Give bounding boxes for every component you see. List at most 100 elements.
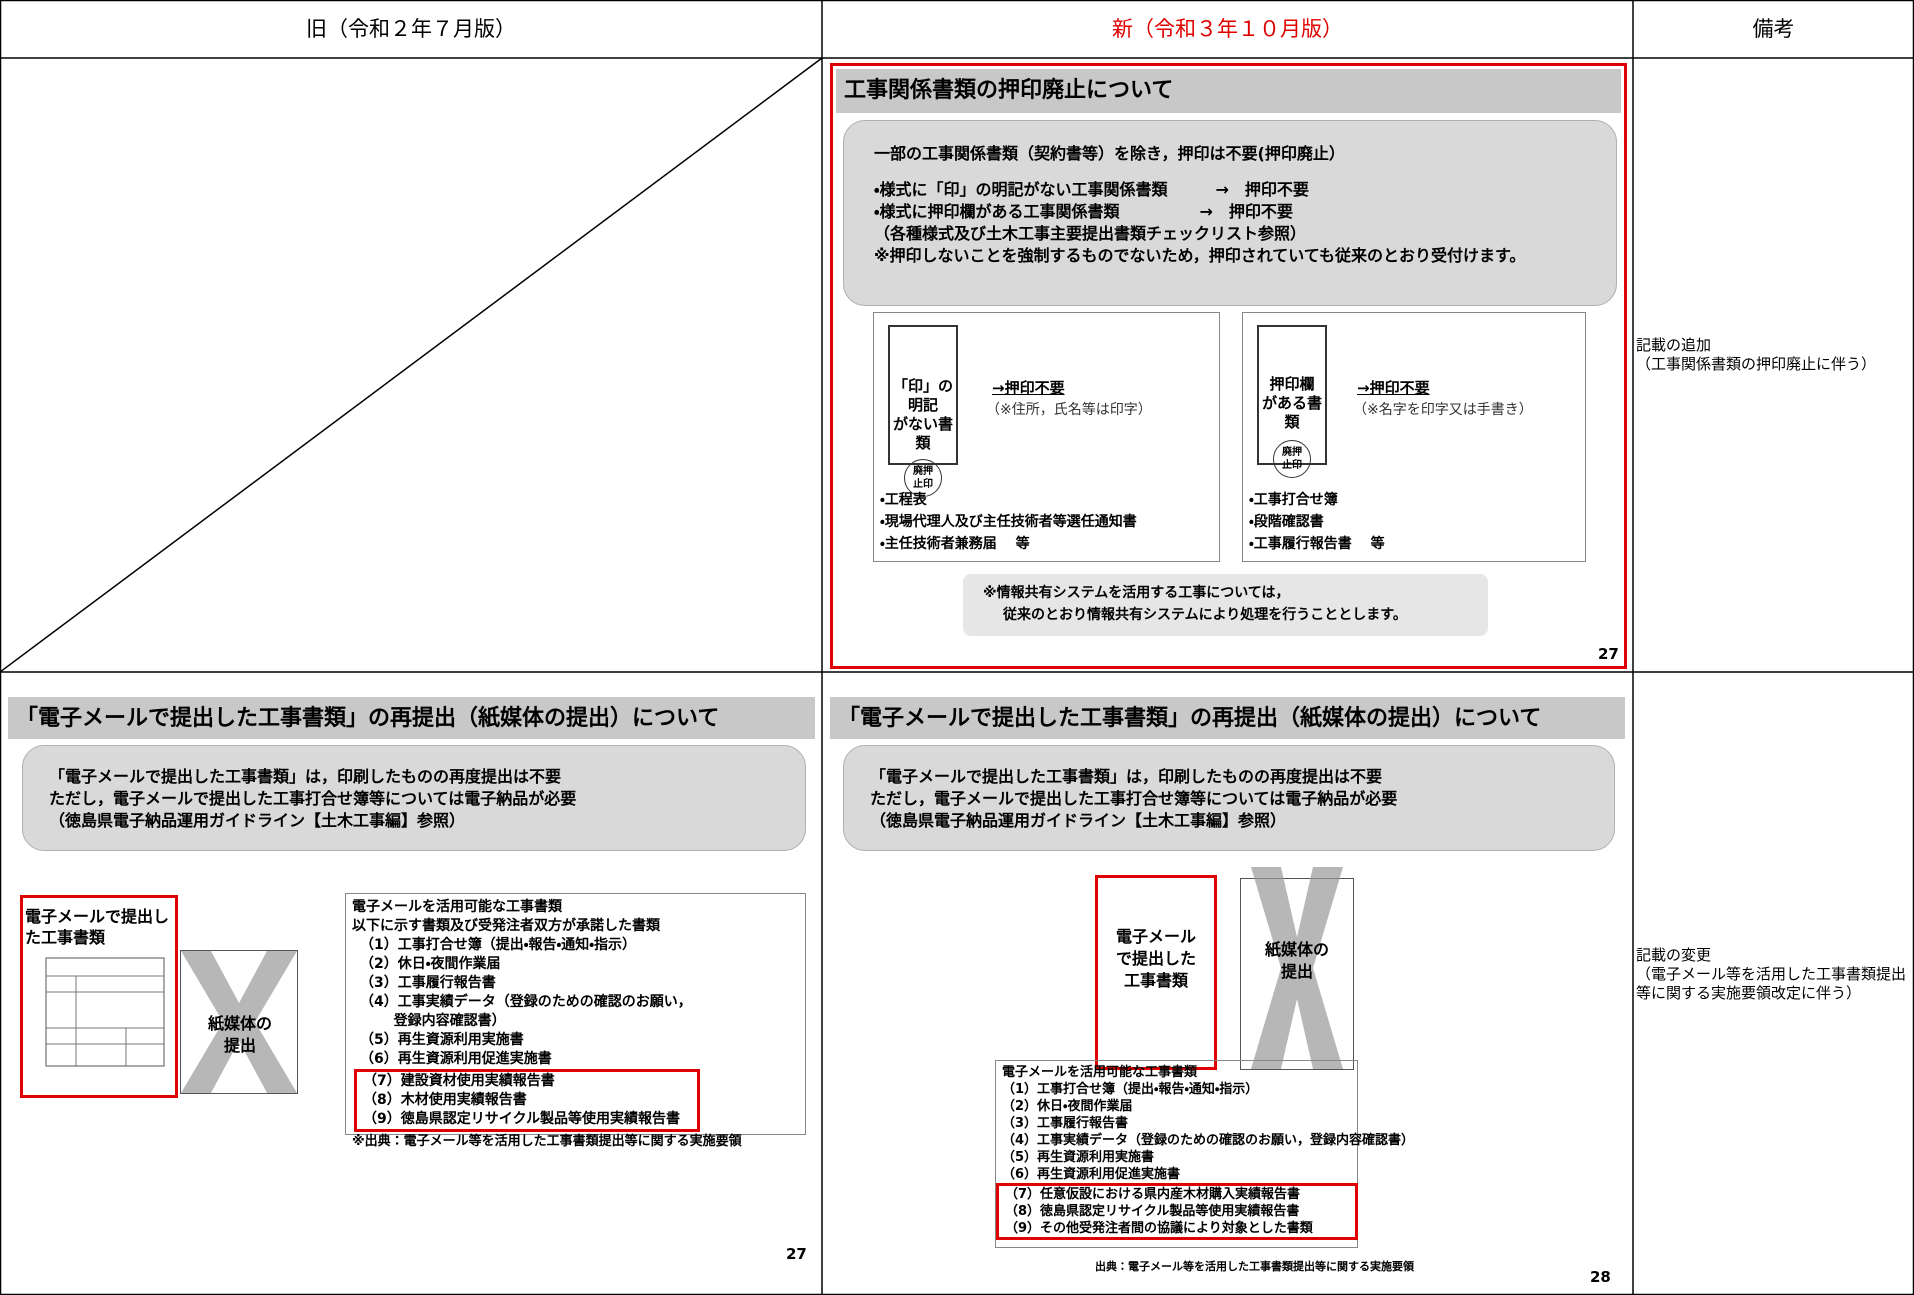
panel: 「印」の明記 がない書類 廃押止印 →押印不要 （※住所，氏名等は印字） ・工程… [873,312,1220,562]
doc-label: 押印欄 [1269,375,1315,393]
list-items: （1）工事打合せ簿（提出・報告・通知・指示） （2）休日・夜間作業届 （3）工事履行… [352,936,700,1132]
note-line: 従来のとおり情報共有システムにより処理を行うこととします。 [1003,607,1407,623]
remarks-line: （工事関係書類の押印廃止に伴う） [1636,355,1877,373]
list-item: （7）任意仮設における県内産木材購入実績報告書 [1005,1187,1301,1202]
result: →押印不要 [992,379,1065,397]
note-box: ※情報共有システムを活用する工事については， 従来のとおり情報共有システムにより… [963,574,1488,636]
paper-doc: 紙媒体の提出 [180,950,298,1094]
page-number: 27 [1598,645,1619,663]
panel-item: ・工程表 [880,492,927,508]
list-item: （3）工事履行報告書 [1002,1116,1129,1131]
note: （※住所，氏名等は印字） [986,402,1152,418]
email-doc: 電子メールで提出した工事書類 [20,895,178,1098]
list-item: （2）休日・夜間作業届 [360,956,501,972]
list-item: （6）再生資源利用促進実施書 [1002,1167,1181,1182]
list-item: （5）再生資源利用実施書 [360,1032,524,1048]
list-item: （9）その他受発注者間の協議により対象とした書類 [1005,1221,1313,1236]
source: ※出典：電子メール等を活用した工事書類提出等に関する実施要領 [352,1134,742,1149]
slide-frame [830,63,1627,669]
slide-title: 工事関係書類の押印廃止について [836,69,1621,113]
doc-label: 「印」の明記 [892,377,953,414]
page-number: 28 [1590,1268,1611,1286]
source: 出典：電子メール等を活用した工事書類提出等に関する実施要領 [1095,1260,1414,1273]
slide-title: 「電子メールで提出した工事書類」の再提出（紙媒体の提出）について [8,697,815,739]
stamp-text: 廃押 [913,466,933,477]
note: （※名字を印字又は手書き） [1353,402,1533,418]
summary: 一部の工事関係書類（契約書等）を除き，押印は不要(押印廃止） [874,144,1345,163]
result: →押印不要 [1357,379,1430,397]
summary-line: 「電子メールで提出した工事書類」は，印刷したものの再度提出は不要 [870,767,1383,786]
summary-line: ただし，電子メールで提出した工事打合せ簿等については電子納品が必要 [49,789,577,808]
stamp: 廃押 止印 [904,459,942,497]
email-doc: 電子メールで提出した工事書類 [1095,875,1217,1070]
panel-item: ・主任技術者兼務届 等 [880,536,1030,552]
stamp: 廃押 止印 [1273,440,1311,478]
cross [1251,867,1343,1069]
stamp-text: 廃押 [1282,447,1302,458]
rule-line: （各種様式及び土木工事主要提出書類チェックリスト参照） [874,224,1307,243]
summary-box: 一部の工事関係書類（契約書等）を除き，押印は不要(押印廃止） ・様式に「印」の明… [843,120,1617,306]
page-number: 27 [786,1245,807,1263]
cross [181,951,297,1093]
header-old: 旧（令和２年７月版） [306,17,516,41]
list-item: （4）工事実績データ（登録のための確認のお願い，登録内容確認書） [1002,1133,1415,1148]
summary-line: 「電子メールで提出した工事書類」は，印刷したものの再度提出は不要 [49,767,562,786]
rule-line: ※押印しないことを強制するものでないため，押印されていても従来のとおり受付けます… [874,246,1526,265]
stamp-text: 止印 [1282,460,1302,471]
list-box: 電子メールを活用可能な工事書類 以下に示す書類及び受発注者双方が承諾した書類 （… [345,893,806,1149]
remarks: 記載の追加 （工事関係書類の押印廃止に伴う） [1636,336,1910,374]
header-new: 新（令和３年１０月版） [1112,17,1343,41]
remarks-line: （電子メール等を活用した工事書類提出等に関する実施要領改定に伴う） [1636,965,1907,1002]
remarks-line: 記載の変更 [1636,946,1712,964]
list-intro: 以下に示す書類及び受発注者双方が承諾した書類 [352,918,660,934]
paper-doc: 紙媒体の提出 [1240,867,1354,1070]
rule-line: ・様式に「印」の明記がない工事関係書類 → 押印不要 [874,180,1309,199]
list-item: （1）工事打合せ簿（提出・報告・通知・指示） [360,937,637,953]
stamp-text: 止印 [913,479,933,490]
note-line: ※情報共有システムを活用する工事については， [983,585,1290,601]
doc-label: がない書類 [892,415,953,452]
paper-label: 紙媒体の提出 [1264,940,1329,981]
form-drawing [45,957,165,1067]
panel-item: ・工事打合せ簿 [1249,492,1338,508]
list-item: （7）建設資材使用実績報告書 [363,1073,555,1089]
email-doc-label: 電子メールで提出した工事書類 [25,907,170,947]
list-item: （1）工事打合せ簿（提出・報告・通知・指示） [1002,1082,1259,1097]
panel-items: ・工程表・現場代理人及び主任技術者等選任通知書 ・主任技術者兼務届 等 [880,489,1137,555]
list-item: （4）工事実績データ（登録のための確認のお願い，登録内容確認書） [360,994,692,1029]
list-item: （6）再生資源利用促進実施書 [360,1051,552,1067]
summary-line: （徳島県電子納品運用ガイドライン【土木工事編】参照） [870,811,1287,830]
slide-title: 「電子メールで提出した工事書類」の再提出（紙媒体の提出）について [830,697,1625,739]
rules: ・様式に「印」の明記がない工事関係書類 → 押印不要 ・様式に押印欄がある工事関係… [874,179,1616,267]
doc-icon: 押印欄 がある書類 廃押止印 [1257,325,1327,478]
list-title: 電子メールを活用可能な工事書類 [1002,1065,1198,1080]
list-items: （1）工事打合せ簿（提出・報告・通知・指示） （2）休日・夜間作業届 （3）工事履行… [996,1081,1415,1240]
remarks-line: 記載の追加 [1636,336,1712,354]
panel: 押印欄 がある書類 廃押止印 →押印不要 （※名字を印字又は手書き） ・工事打合… [1242,312,1586,562]
summary-box: 「電子メールで提出した工事書類」は，印刷したものの再度提出は不要 ただし，電子メー… [843,745,1615,851]
list-item: （8）徳島県認定リサイクル製品等使用実績報告書 [1005,1204,1300,1219]
list-box: 電子メールを活用可能な工事書類 （1）工事打合せ簿（提出・報告・通知・指示） （2… [995,1060,1415,1248]
list-title: 電子メールを活用可能な工事書類 [352,899,562,915]
summary-box: 「電子メールで提出した工事書類」は，印刷したものの再度提出は不要 ただし，電子メー… [22,745,806,851]
highlight-box: （7）建設資材使用実績報告書 （8）木材使用実績報告書 （9）徳島県認定リサイクル製… [354,1069,700,1132]
summary-line: （徳島県電子納品運用ガイドライン【土木工事編】参照） [49,811,466,830]
remarks: 記載の変更 （電子メール等を活用した工事書類提出等に関する実施要領改定に伴う） [1636,946,1910,1003]
panel-item: ・現場代理人及び主任技術者等選任通知書 [880,514,1137,530]
list-item: （3）工事履行報告書 [360,975,496,991]
panel-items: ・工事打合せ簿 ・段階確認書・工事履行報告書 等 [1249,489,1385,555]
list-item: （5）再生資源利用実施書 [1002,1150,1155,1165]
highlight-box: （7）任意仮設における県内産木材購入実績報告書 （8）徳島県認定リサイクル製品等使… [996,1183,1358,1240]
email-doc-label: 電子メールで提出した工事書類 [1116,927,1197,990]
panel-item: ・段階確認書 [1249,514,1324,530]
panel-item: ・工事履行報告書 等 [1249,536,1385,552]
doc-label: がある書類 [1261,394,1322,431]
summary-line: ただし，電子メールで提出した工事打合せ簿等については電子納品が必要 [870,789,1398,808]
paper-label: 紙媒体の提出 [207,1014,272,1055]
doc-icon: 「印」の明記 がない書類 廃押止印 [888,325,958,497]
list-item: （9）徳島県認定リサイクル製品等使用実績報告書 [363,1111,681,1127]
rule-line: ・様式に押印欄がある工事関係書類 → 押印不要 [874,202,1293,221]
list-item: （8）木材使用実績報告書 [363,1092,527,1108]
